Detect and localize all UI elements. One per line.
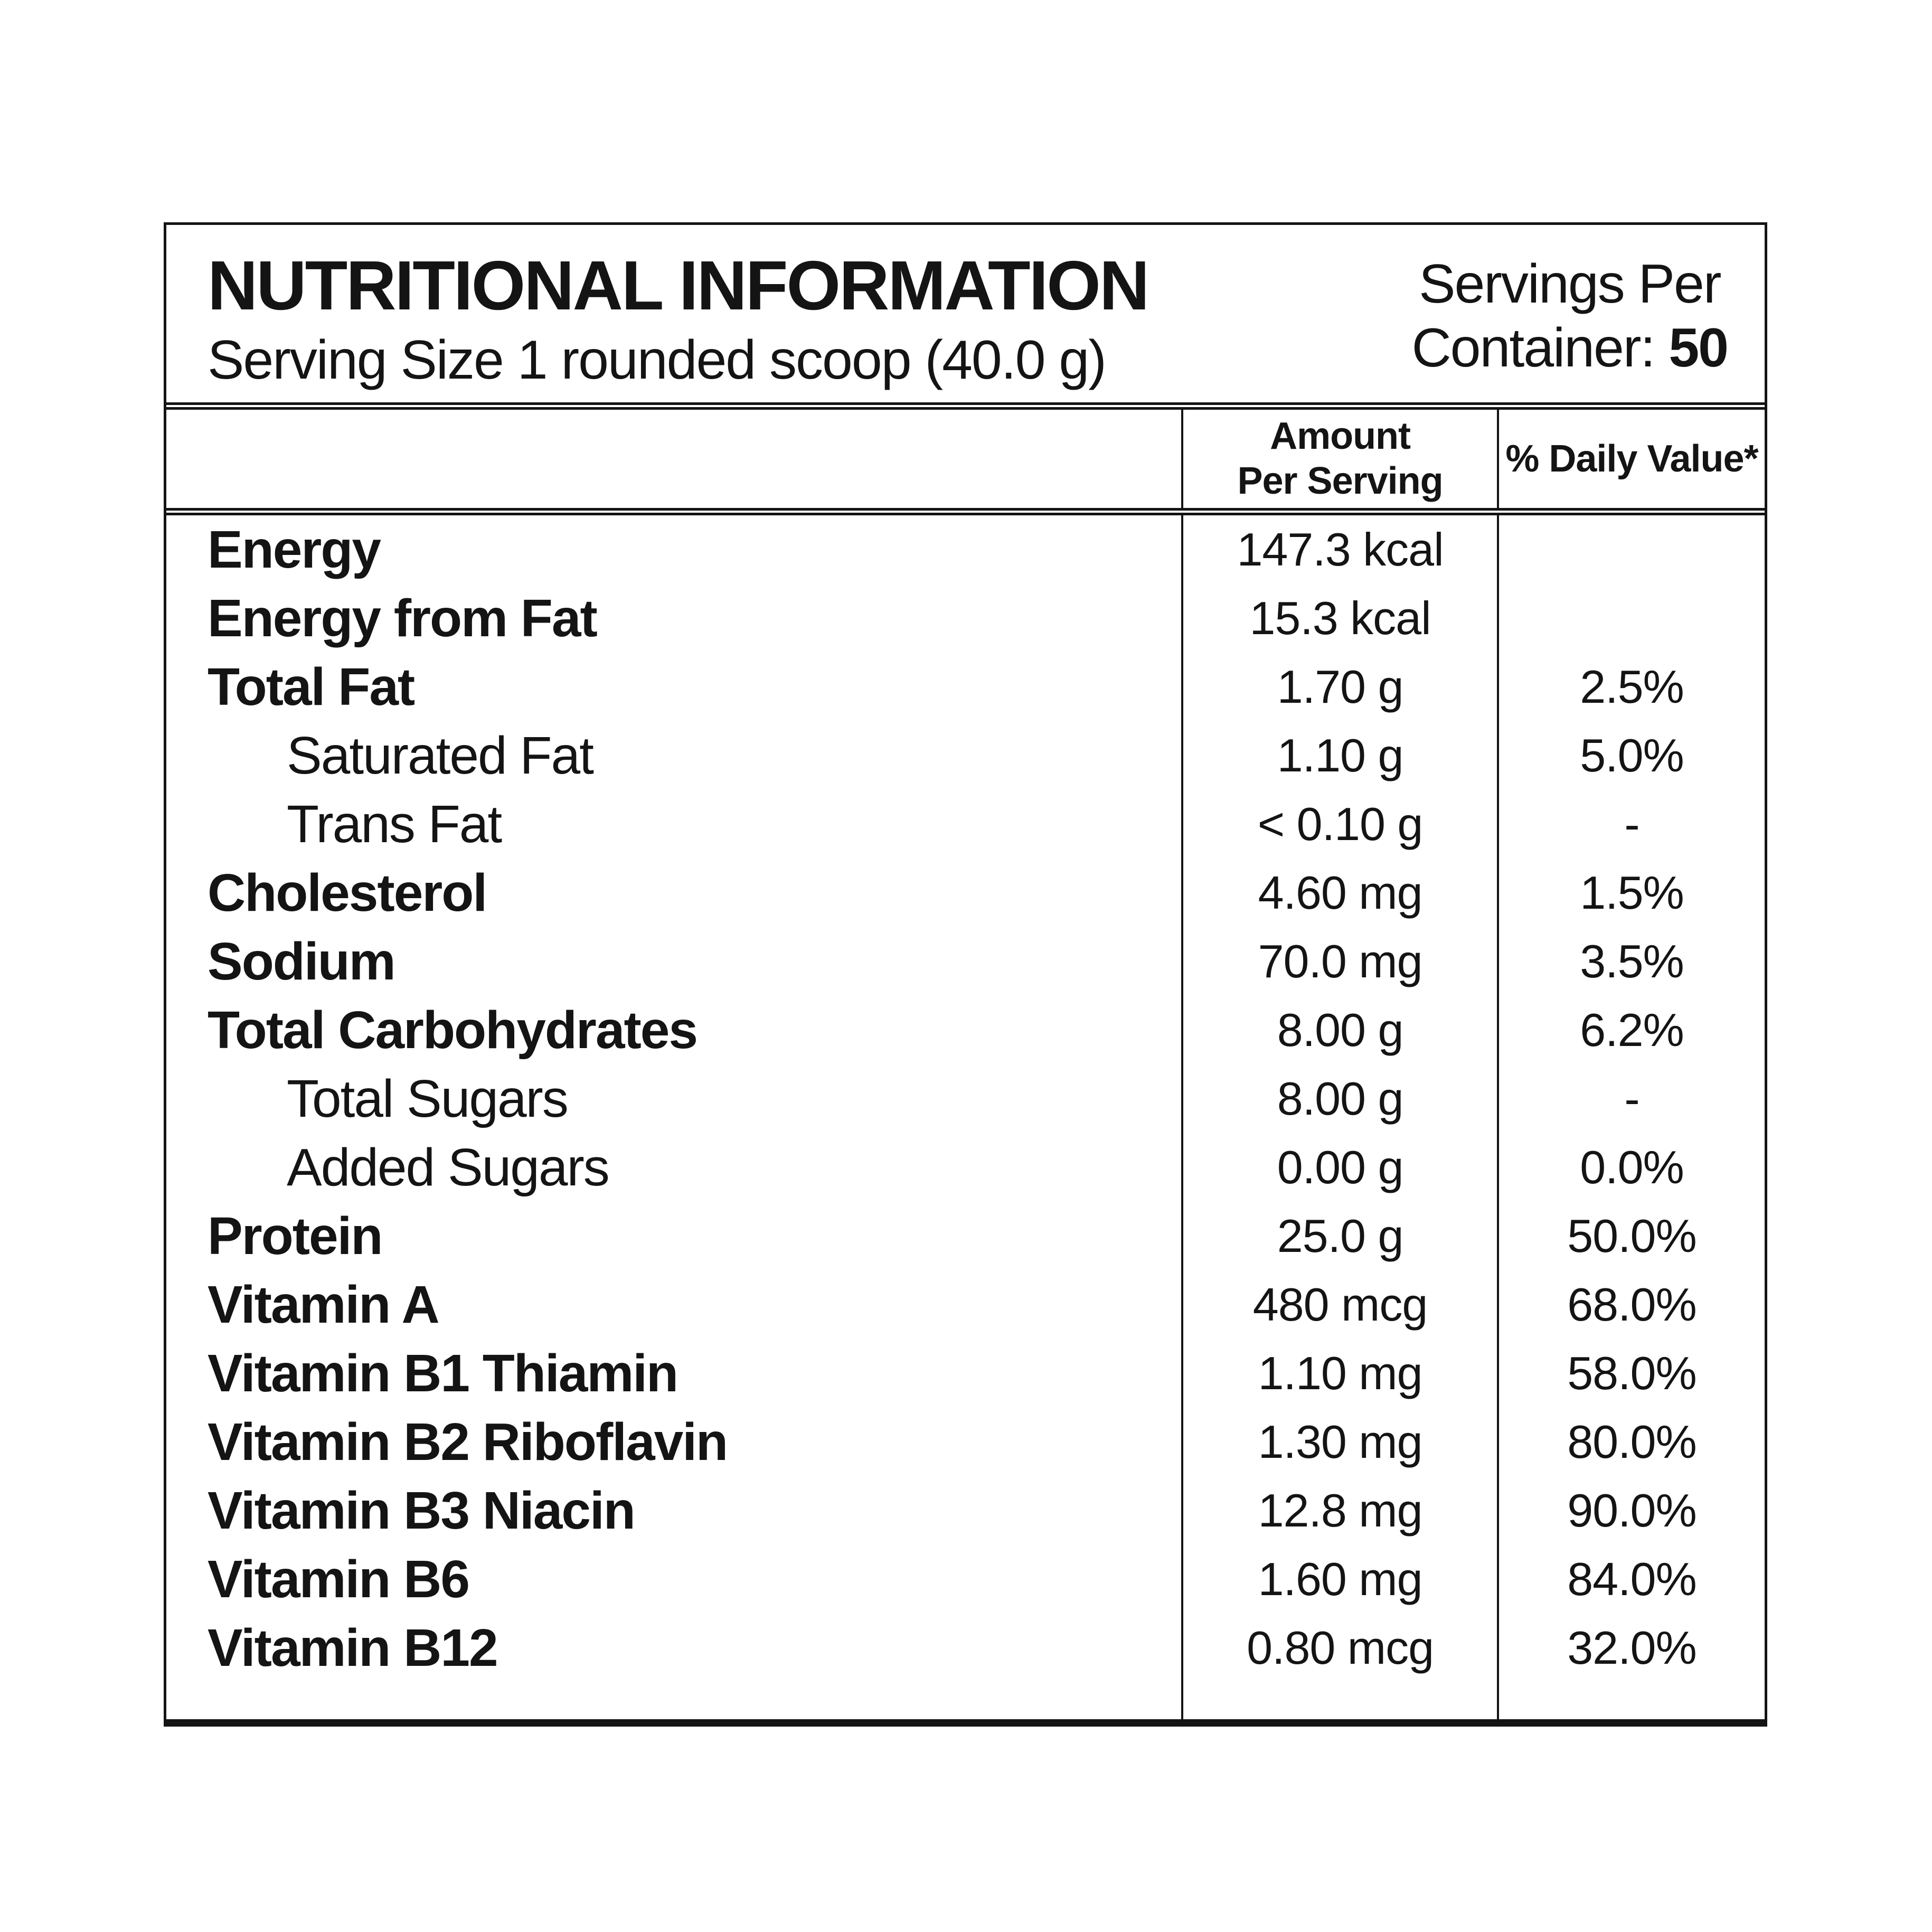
table-row: Cholesterol 4.60 mg 1.5% [166,859,1765,927]
nutrition-label: NUTRITIONAL INFORMATION Serving Size 1 r… [164,222,1767,1727]
nutrient-label: Energy from Fat [208,588,598,648]
amount-value: < 0.10 g [1181,790,1497,859]
servings-per-container: Servings Per Container: 50 [1411,252,1729,380]
daily-value: 32.0% [1496,1614,1765,1682]
column-header-daily-value: % Daily Value* [1496,410,1765,508]
nutrient-sublabel: Trans Fat [287,794,502,854]
amount-value: 0.80 mcg [1181,1614,1497,1682]
amount-value: 1.30 mg [1181,1408,1497,1476]
amount-value: 12.8 mg [1181,1476,1497,1545]
daily-value: 0.0% [1496,1133,1765,1202]
nutrient-label: Cholesterol [208,863,487,922]
table-row: Added Sugars 0.00 g 0.0% [166,1133,1765,1202]
amount-value: 1.60 mg [1181,1545,1497,1614]
amount-value: 25.0 g [1181,1202,1497,1270]
servings-line2: Container: 50 [1411,316,1729,380]
table-row: Total Sugars 8.00 g - [166,1064,1765,1133]
daily-value: - [1496,790,1765,859]
amount-value: 8.00 g [1181,996,1497,1064]
column-header-divider-rule [166,508,1765,515]
nutrient-label: Vitamin B12 [208,1618,498,1677]
nutrient-label: Vitamin B2 Riboflavin [208,1412,728,1472]
daily-value: - [1496,1064,1765,1133]
column-header-row: Amount Per Serving % Daily Value* [166,410,1765,508]
amount-value: 1.70 g [1181,653,1497,721]
amount-value: 480 mcg [1181,1270,1497,1339]
servings-line2-label: Container: [1411,317,1656,379]
table-row: Vitamin B12 0.80 mcg 32.0% [166,1614,1765,1682]
nutrient-label: Protein [208,1206,383,1266]
daily-value [1496,584,1765,653]
servings-line1: Servings Per [1419,253,1721,315]
amount-value: 70.0 mg [1181,927,1497,996]
daily-value: 1.5% [1496,859,1765,927]
column-header-empty [166,410,1181,508]
amount-value: 147.3 kcal [1181,515,1497,584]
nutrient-label: Sodium [208,931,396,991]
table-row: Vitamin B3 Niacin 12.8 mg 90.0% [166,1476,1765,1545]
daily-value: 80.0% [1496,1408,1765,1476]
nutrient-sublabel: Total Sugars [287,1069,569,1128]
daily-value: 3.5% [1496,927,1765,996]
daily-value: 50.0% [1496,1202,1765,1270]
daily-value: 68.0% [1496,1270,1765,1339]
servings-count: 50 [1669,317,1729,379]
table-row: Total Carbohydrates 8.00 g 6.2% [166,996,1765,1064]
amount-value: 15.3 kcal [1181,584,1497,653]
amount-value: 4.60 mg [1181,859,1497,927]
table-row: Vitamin A 480 mcg 68.0% [166,1270,1765,1339]
nutrient-label: Total Carbohydrates [208,1000,698,1060]
table-row: Vitamin B1 Thiamin 1.10 mg 58.0% [166,1339,1765,1408]
nutrient-label: Vitamin B1 Thiamin [208,1343,678,1403]
table-row: Saturated Fat 1.10 g 5.0% [166,721,1765,790]
serving-size-text: Serving Size 1 rounded scoop (40.0 g) [208,329,1107,391]
nutrient-sublabel: Saturated Fat [287,725,594,785]
daily-value: 58.0% [1496,1339,1765,1408]
daily-value: 90.0% [1496,1476,1765,1545]
amount-value: 8.00 g [1181,1064,1497,1133]
amount-value: 1.10 g [1181,721,1497,790]
daily-value: 2.5% [1496,653,1765,721]
daily-value [1496,515,1765,584]
daily-value: 5.0% [1496,721,1765,790]
table-row: Trans Fat < 0.10 g - [166,790,1765,859]
nutrition-table-body: Energy 147.3 kcal Energy from Fat 15.3 k… [166,515,1765,1719]
nutrient-label: Vitamin A [208,1275,440,1334]
table-row: Sodium 70.0 mg 3.5% [166,927,1765,996]
nutrient-sublabel: Added Sugars [287,1137,610,1197]
label-title: NUTRITIONAL INFORMATION [208,247,1149,324]
header-divider-rule [166,402,1765,410]
nutrient-label: Vitamin B6 [208,1549,470,1609]
table-row: Total Fat 1.70 g 2.5% [166,653,1765,721]
table-row: Vitamin B2 Riboflavin 1.30 mg 80.0% [166,1408,1765,1476]
amount-value: 1.10 mg [1181,1339,1497,1408]
table-row: Energy 147.3 kcal [166,515,1765,584]
column-header-amount: Amount Per Serving [1181,410,1497,508]
daily-value: 6.2% [1496,996,1765,1064]
header-left: NUTRITIONAL INFORMATION Serving Size 1 r… [208,247,1149,392]
nutrient-label: Total Fat [208,657,415,717]
daily-value: 84.0% [1496,1545,1765,1614]
table-row: Energy from Fat 15.3 kcal [166,584,1765,653]
amount-header-text: Amount Per Serving [1237,415,1443,502]
table-row: Protein 25.0 g 50.0% [166,1202,1765,1270]
nutrient-label: Energy [208,520,381,579]
table-filler-row [166,1682,1765,1719]
nutrient-label: Vitamin B3 Niacin [208,1481,636,1540]
label-header: NUTRITIONAL INFORMATION Serving Size 1 r… [166,225,1765,402]
table-row: Vitamin B6 1.60 mg 84.0% [166,1545,1765,1614]
amount-value: 0.00 g [1181,1133,1497,1202]
